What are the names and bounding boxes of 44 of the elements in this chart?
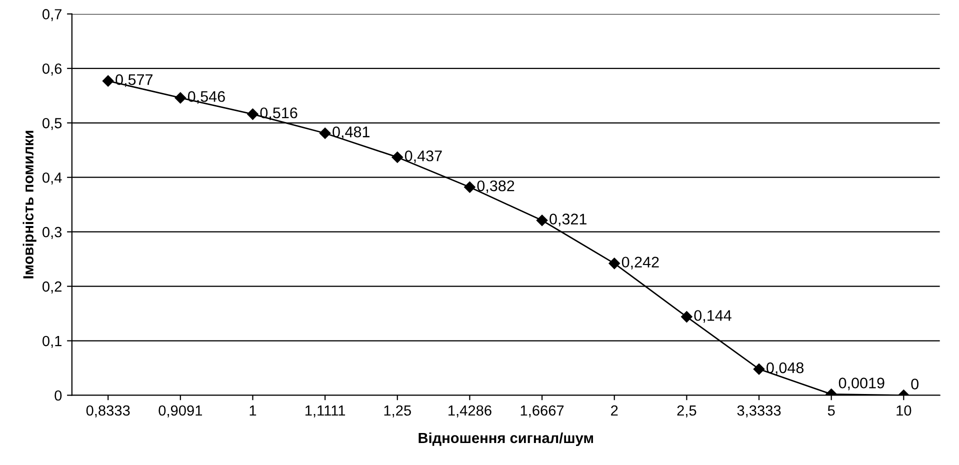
x-axis-title: Відношення сигнал/шум [418,432,593,446]
data-label: 0,437 [404,150,442,164]
y-tick-label: 0,4 [42,172,62,185]
data-label: 0 [911,378,918,390]
x-tick-label: 2,5 [677,405,696,418]
data-label: 0,481 [332,126,370,140]
x-tick-label: 10 [896,405,912,416]
x-tick-label: 0,8333 [86,405,130,418]
y-tick-label: 0,7 [42,9,62,22]
data-label: 0,0019 [838,378,884,390]
x-tick-label: 1,1111 [305,406,346,418]
data-label: 0,382 [477,180,514,194]
point [681,311,692,322]
point [464,182,476,193]
x-tick-label: 1,25 [384,405,411,418]
data-label: 0,144 [694,310,732,323]
data-label: 0,546 [188,91,225,104]
point [536,214,548,226]
x-tick-label: 2 [611,405,618,416]
data-label: 0,321 [550,214,586,226]
x-tick-label: 0,9091 [158,405,202,418]
y-axis-title: Імовірність помилки [22,130,36,278]
x-tick-label: 5 [828,406,835,416]
point [102,75,114,87]
point [753,364,765,375]
point [174,92,186,104]
data-label: 0,242 [622,256,659,270]
y-tick-label: 0 [54,390,62,401]
point [319,128,331,139]
point [608,258,620,270]
x-tick-label: 1,6667 [520,405,564,418]
point [247,108,258,120]
x-tick-label: 1,4286 [448,405,492,418]
y-tick-label: 0,3 [42,226,62,239]
data-label: 0,048 [766,362,804,376]
data-label: 0,577 [116,74,152,87]
y-tick-label: 0,1 [42,336,62,348]
data-label: 0,516 [260,107,298,120]
y-tick-label: 0,2 [42,281,62,294]
x-tick-label: 1 [250,406,256,416]
point [392,152,403,163]
x-tick-label: 3,3333 [737,405,781,418]
y-tick-label: 0,5 [42,118,62,130]
y-tick-label: 0,6 [42,64,62,76]
